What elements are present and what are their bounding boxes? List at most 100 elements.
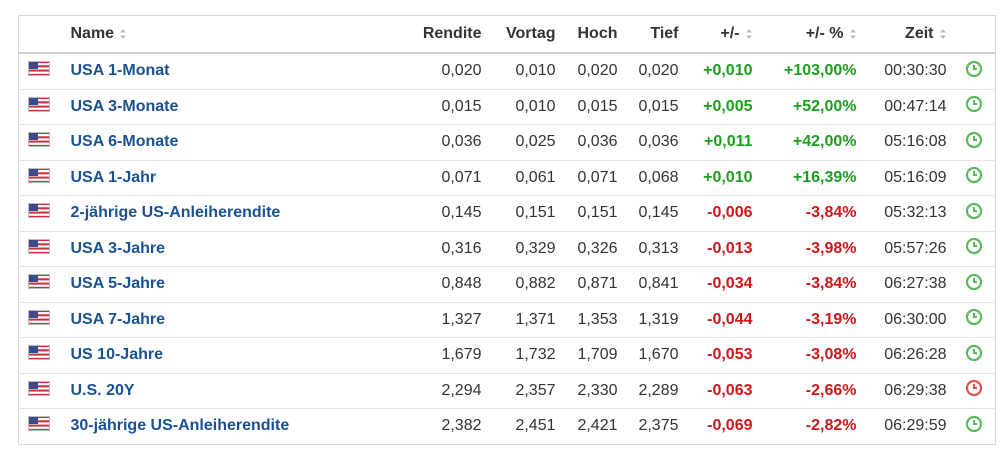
column-header[interactable]: Name — [58, 15, 408, 54]
time: 06:27:38 — [862, 266, 953, 302]
high: 0,071 — [561, 159, 624, 196]
header-label: Rendite — [422, 25, 482, 42]
clock-cell — [952, 408, 996, 444]
yield: 1,327 — [407, 301, 488, 338]
time: 05:57:26 — [862, 230, 953, 267]
clock-icon — [965, 380, 982, 397]
bond-name[interactable]: USA 5-Jahre — [58, 266, 408, 302]
flag-cell — [18, 52, 59, 89]
time: 00:30:30 — [862, 52, 953, 89]
bond-name[interactable]: USA 3-Jahre — [58, 230, 408, 267]
header-row: Name Rendite Vortag Hoch Tief +/- +/- % Zeit — [18, 15, 996, 54]
bond-row: USA 1-Monat 0,020 0,010 0,020 0,020 +0,010 +10… — [18, 52, 996, 89]
clock-icon — [965, 96, 982, 113]
bond-name[interactable]: USA 1-Monat — [58, 52, 408, 89]
column-header[interactable]: +/- % — [758, 15, 863, 54]
low: 0,145 — [623, 195, 685, 231]
change: -0,034 — [684, 266, 759, 302]
bond-name[interactable]: USA 1-Jahr — [58, 159, 408, 196]
us-flag — [27, 380, 50, 396]
sort-icon — [120, 28, 127, 39]
change-percent: -2,66% — [758, 372, 863, 409]
yield: 0,848 — [407, 266, 488, 302]
yield: 2,382 — [407, 408, 488, 444]
clock-cell — [952, 124, 996, 160]
low: 0,015 — [623, 88, 685, 125]
flag-cell — [18, 88, 59, 125]
time: 06:29:38 — [862, 372, 953, 409]
header-label: Name — [70, 25, 115, 42]
sort-icon — [745, 28, 752, 39]
time: 00:47:14 — [862, 88, 953, 125]
change: -0,063 — [684, 372, 759, 409]
clock-icon — [965, 238, 982, 255]
clock-cell — [952, 88, 996, 125]
clock-cell — [952, 159, 996, 196]
clock-icon — [965, 415, 982, 432]
change-percent: +103,00% — [758, 52, 863, 89]
header-label: +/- % — [805, 25, 844, 42]
change: -0,044 — [684, 301, 759, 338]
change: +0,011 — [684, 124, 759, 160]
previous: 0,329 — [487, 230, 562, 267]
clock-icon — [965, 60, 982, 77]
column-header[interactable]: Zeit — [862, 15, 953, 54]
previous: 0,061 — [487, 159, 562, 196]
high: 0,036 — [561, 124, 624, 160]
change-percent: +52,00% — [758, 88, 863, 125]
change: +0,010 — [684, 159, 759, 196]
clock-icon — [965, 131, 982, 148]
flag-cell — [18, 230, 59, 267]
low: 1,319 — [623, 301, 685, 338]
sort-icon — [849, 28, 856, 39]
high: 0,871 — [561, 266, 624, 302]
time: 05:16:09 — [862, 159, 953, 196]
flag-cell — [18, 337, 59, 373]
time: 06:26:28 — [862, 337, 953, 373]
time: 05:32:13 — [862, 195, 953, 231]
bond-name[interactable]: USA 7-Jahre — [58, 301, 408, 338]
us-flag — [27, 274, 50, 290]
bond-row: USA 3-Jahre 0,316 0,329 0,326 0,313 -0,013 -3,… — [18, 230, 996, 267]
change: +0,010 — [684, 52, 759, 89]
us-flag — [27, 61, 50, 77]
low: 1,670 — [623, 337, 685, 373]
header-label: Zeit — [905, 25, 934, 42]
bond-row: USA 3-Monate 0,015 0,010 0,015 0,015 +0,005 +5… — [18, 88, 996, 125]
bond-row: USA 7-Jahre 1,327 1,371 1,353 1,319 -0,044 -3,… — [18, 301, 996, 338]
clock-cell — [952, 337, 996, 373]
bond-name[interactable]: USA 6-Monate — [58, 124, 408, 160]
yield: 0,071 — [407, 159, 488, 196]
low: 0,020 — [623, 52, 685, 89]
bond-name[interactable]: US 10-Jahre — [58, 337, 408, 373]
change-percent: -2,82% — [758, 408, 863, 444]
column-header[interactable]: +/- — [684, 15, 759, 54]
low: 0,068 — [623, 159, 685, 196]
flag-cell — [18, 266, 59, 302]
table-body: USA 1-Monat 0,020 0,010 0,020 0,020 +0,010 +10… — [18, 52, 996, 444]
us-flag — [27, 167, 50, 183]
header-label: Hoch — [577, 25, 618, 42]
bond-name[interactable]: U.S. 20Y — [58, 372, 408, 409]
time: 05:16:08 — [862, 124, 953, 160]
previous: 2,357 — [487, 372, 562, 409]
high: 0,151 — [561, 195, 624, 231]
high: 0,326 — [561, 230, 624, 267]
time: 06:29:59 — [862, 408, 953, 444]
column-header: Tief — [623, 15, 685, 54]
us-flag — [27, 132, 50, 148]
column-header: Rendite — [407, 15, 488, 54]
high: 1,353 — [561, 301, 624, 338]
header-cell — [952, 15, 996, 54]
bond-name[interactable]: 30-jährige US-Anleiherendite — [58, 408, 408, 444]
high: 1,709 — [561, 337, 624, 373]
header-label: Tief — [650, 25, 679, 42]
change: -0,006 — [684, 195, 759, 231]
yield: 0,316 — [407, 230, 488, 267]
bond-name[interactable]: 2-jährige US-Anleiherendite — [58, 195, 408, 231]
change-percent: +42,00% — [758, 124, 863, 160]
bond-name[interactable]: USA 3-Monate — [58, 88, 408, 125]
clock-cell — [952, 266, 996, 302]
change-percent: -3,08% — [758, 337, 863, 373]
